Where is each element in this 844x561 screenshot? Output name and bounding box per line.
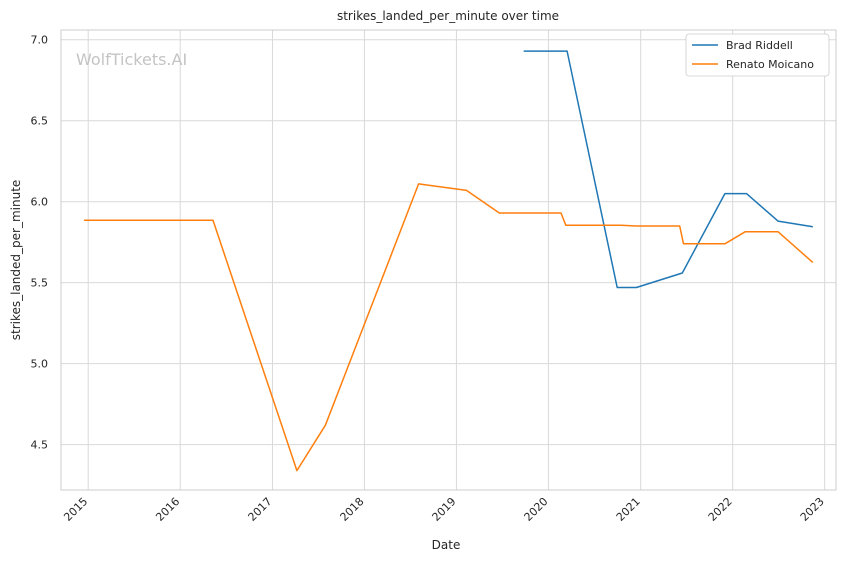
legend-label-2: Renato Moicano	[726, 58, 814, 71]
y-axis-label: strikes_landed_per_minute	[9, 180, 23, 341]
legend-box	[685, 33, 830, 77]
watermark: WolfTickets.AI	[76, 50, 187, 69]
y-tick-label: 6.0	[31, 196, 49, 209]
y-tick-label: 5.0	[31, 358, 49, 371]
chart-title: strikes_landed_per_minute over time	[337, 9, 559, 23]
y-tick-label: 7.0	[31, 34, 49, 47]
y-tick-labels: 4.5 5.0 5.5 6.0 6.5 7.0	[31, 34, 49, 452]
legend: Brad Riddell Renato Moicano	[685, 33, 830, 77]
legend-label-1: Brad Riddell	[726, 39, 793, 52]
y-tick-label: 5.5	[31, 277, 49, 290]
plot-area-frame	[60, 29, 837, 491]
series-lines	[83, 50, 814, 472]
grid	[61, 30, 836, 490]
y-tick-label: 4.5	[31, 439, 49, 452]
series-line-2	[83, 183, 814, 472]
x-axis-label: Date	[432, 538, 461, 552]
series-line-1	[523, 50, 813, 289]
y-tick-label: 6.5	[31, 115, 49, 128]
